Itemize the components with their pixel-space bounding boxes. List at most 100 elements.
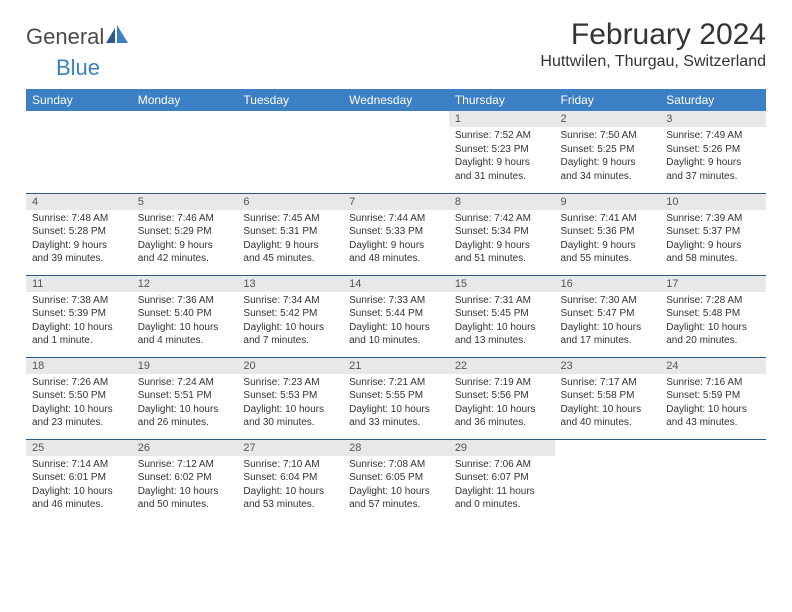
weekday-header: Saturday xyxy=(660,89,766,111)
sunset-line: Sunset: 5:45 PM xyxy=(455,307,549,321)
weekday-header: Sunday xyxy=(26,89,132,111)
day-cell: 15Sunrise: 7:31 AMSunset: 5:45 PMDayligh… xyxy=(449,275,555,357)
sunrise-line: Sunrise: 7:33 AM xyxy=(349,294,443,308)
daylight-line: Daylight: 10 hours and 20 minutes. xyxy=(666,321,760,348)
day-number: 24 xyxy=(660,358,766,374)
day-number: 18 xyxy=(26,358,132,374)
day-cell: 1Sunrise: 7:52 AMSunset: 5:23 PMDaylight… xyxy=(449,111,555,193)
day-details: Sunrise: 7:50 AMSunset: 5:25 PMDaylight:… xyxy=(555,127,661,187)
calendar-body: 1Sunrise: 7:52 AMSunset: 5:23 PMDaylight… xyxy=(26,111,766,521)
daylight-line: Daylight: 10 hours and 50 minutes. xyxy=(138,485,232,512)
day-details: Sunrise: 7:12 AMSunset: 6:02 PMDaylight:… xyxy=(132,456,238,516)
day-cell: 21Sunrise: 7:21 AMSunset: 5:55 PMDayligh… xyxy=(343,357,449,439)
daylight-line: Daylight: 9 hours and 55 minutes. xyxy=(561,239,655,266)
sunset-line: Sunset: 5:50 PM xyxy=(32,389,126,403)
daylight-line: Daylight: 10 hours and 40 minutes. xyxy=(561,403,655,430)
daylight-line: Daylight: 9 hours and 58 minutes. xyxy=(666,239,760,266)
day-cell: 4Sunrise: 7:48 AMSunset: 5:28 PMDaylight… xyxy=(26,193,132,275)
sunrise-line: Sunrise: 7:10 AM xyxy=(243,458,337,472)
daylight-line: Daylight: 9 hours and 37 minutes. xyxy=(666,156,760,183)
sunrise-line: Sunrise: 7:17 AM xyxy=(561,376,655,390)
weekday-header: Wednesday xyxy=(343,89,449,111)
day-details: Sunrise: 7:45 AMSunset: 5:31 PMDaylight:… xyxy=(237,210,343,270)
day-number: 14 xyxy=(343,276,449,292)
sunrise-line: Sunrise: 7:12 AM xyxy=(138,458,232,472)
daylight-line: Daylight: 10 hours and 53 minutes. xyxy=(243,485,337,512)
day-details: Sunrise: 7:08 AMSunset: 6:05 PMDaylight:… xyxy=(343,456,449,516)
sunset-line: Sunset: 6:02 PM xyxy=(138,471,232,485)
day-details: Sunrise: 7:14 AMSunset: 6:01 PMDaylight:… xyxy=(26,456,132,516)
day-cell: 13Sunrise: 7:34 AMSunset: 5:42 PMDayligh… xyxy=(237,275,343,357)
calendar-row: 4Sunrise: 7:48 AMSunset: 5:28 PMDaylight… xyxy=(26,193,766,275)
sunrise-line: Sunrise: 7:46 AM xyxy=(138,212,232,226)
day-cell: 17Sunrise: 7:28 AMSunset: 5:48 PMDayligh… xyxy=(660,275,766,357)
empty-cell xyxy=(343,111,449,193)
day-number: 21 xyxy=(343,358,449,374)
day-number: 2 xyxy=(555,111,661,127)
sunrise-line: Sunrise: 7:49 AM xyxy=(666,129,760,143)
daylight-line: Daylight: 9 hours and 42 minutes. xyxy=(138,239,232,266)
day-number: 15 xyxy=(449,276,555,292)
sunrise-line: Sunrise: 7:44 AM xyxy=(349,212,443,226)
day-number: 27 xyxy=(237,440,343,456)
daylight-line: Daylight: 10 hours and 4 minutes. xyxy=(138,321,232,348)
daylight-line: Daylight: 9 hours and 45 minutes. xyxy=(243,239,337,266)
day-number: 1 xyxy=(449,111,555,127)
day-number: 26 xyxy=(132,440,238,456)
sunset-line: Sunset: 5:37 PM xyxy=(666,225,760,239)
sunset-line: Sunset: 5:39 PM xyxy=(32,307,126,321)
sunrise-line: Sunrise: 7:38 AM xyxy=(32,294,126,308)
day-cell: 18Sunrise: 7:26 AMSunset: 5:50 PMDayligh… xyxy=(26,357,132,439)
day-details: Sunrise: 7:24 AMSunset: 5:51 PMDaylight:… xyxy=(132,374,238,434)
day-cell: 14Sunrise: 7:33 AMSunset: 5:44 PMDayligh… xyxy=(343,275,449,357)
day-details: Sunrise: 7:19 AMSunset: 5:56 PMDaylight:… xyxy=(449,374,555,434)
day-cell: 9Sunrise: 7:41 AMSunset: 5:36 PMDaylight… xyxy=(555,193,661,275)
empty-cell xyxy=(555,439,661,521)
day-details: Sunrise: 7:48 AMSunset: 5:28 PMDaylight:… xyxy=(26,210,132,270)
sunset-line: Sunset: 5:33 PM xyxy=(349,225,443,239)
sunrise-line: Sunrise: 7:21 AM xyxy=(349,376,443,390)
sunrise-line: Sunrise: 7:36 AM xyxy=(138,294,232,308)
day-details: Sunrise: 7:49 AMSunset: 5:26 PMDaylight:… xyxy=(660,127,766,187)
daylight-line: Daylight: 11 hours and 0 minutes. xyxy=(455,485,549,512)
daylight-line: Daylight: 10 hours and 57 minutes. xyxy=(349,485,443,512)
daylight-line: Daylight: 9 hours and 39 minutes. xyxy=(32,239,126,266)
sunset-line: Sunset: 6:05 PM xyxy=(349,471,443,485)
day-details: Sunrise: 7:06 AMSunset: 6:07 PMDaylight:… xyxy=(449,456,555,516)
empty-cell xyxy=(237,111,343,193)
sunset-line: Sunset: 5:25 PM xyxy=(561,143,655,157)
sunrise-line: Sunrise: 7:30 AM xyxy=(561,294,655,308)
day-details: Sunrise: 7:16 AMSunset: 5:59 PMDaylight:… xyxy=(660,374,766,434)
sunrise-line: Sunrise: 7:28 AM xyxy=(666,294,760,308)
calendar-table: SundayMondayTuesdayWednesdayThursdayFrid… xyxy=(26,89,766,521)
sunrise-line: Sunrise: 7:39 AM xyxy=(666,212,760,226)
daylight-line: Daylight: 10 hours and 26 minutes. xyxy=(138,403,232,430)
sunset-line: Sunset: 5:59 PM xyxy=(666,389,760,403)
daylight-line: Daylight: 10 hours and 36 minutes. xyxy=(455,403,549,430)
day-number: 28 xyxy=(343,440,449,456)
sunrise-line: Sunrise: 7:45 AM xyxy=(243,212,337,226)
calendar-page: General February 2024 Huttwilen, Thurgau… xyxy=(0,0,792,531)
day-number: 10 xyxy=(660,194,766,210)
day-cell: 19Sunrise: 7:24 AMSunset: 5:51 PMDayligh… xyxy=(132,357,238,439)
day-details: Sunrise: 7:17 AMSunset: 5:58 PMDaylight:… xyxy=(555,374,661,434)
day-number: 7 xyxy=(343,194,449,210)
day-cell: 5Sunrise: 7:46 AMSunset: 5:29 PMDaylight… xyxy=(132,193,238,275)
weekday-header: Friday xyxy=(555,89,661,111)
day-number: 19 xyxy=(132,358,238,374)
sunset-line: Sunset: 5:29 PM xyxy=(138,225,232,239)
daylight-line: Daylight: 10 hours and 10 minutes. xyxy=(349,321,443,348)
sunset-line: Sunset: 5:23 PM xyxy=(455,143,549,157)
sunrise-line: Sunrise: 7:34 AM xyxy=(243,294,337,308)
day-details: Sunrise: 7:39 AMSunset: 5:37 PMDaylight:… xyxy=(660,210,766,270)
sunrise-line: Sunrise: 7:31 AM xyxy=(455,294,549,308)
sunrise-line: Sunrise: 7:23 AM xyxy=(243,376,337,390)
day-number: 23 xyxy=(555,358,661,374)
day-details: Sunrise: 7:33 AMSunset: 5:44 PMDaylight:… xyxy=(343,292,449,352)
sunrise-line: Sunrise: 7:42 AM xyxy=(455,212,549,226)
daylight-line: Daylight: 10 hours and 30 minutes. xyxy=(243,403,337,430)
daylight-line: Daylight: 9 hours and 48 minutes. xyxy=(349,239,443,266)
empty-cell xyxy=(26,111,132,193)
day-cell: 26Sunrise: 7:12 AMSunset: 6:02 PMDayligh… xyxy=(132,439,238,521)
day-details: Sunrise: 7:41 AMSunset: 5:36 PMDaylight:… xyxy=(555,210,661,270)
